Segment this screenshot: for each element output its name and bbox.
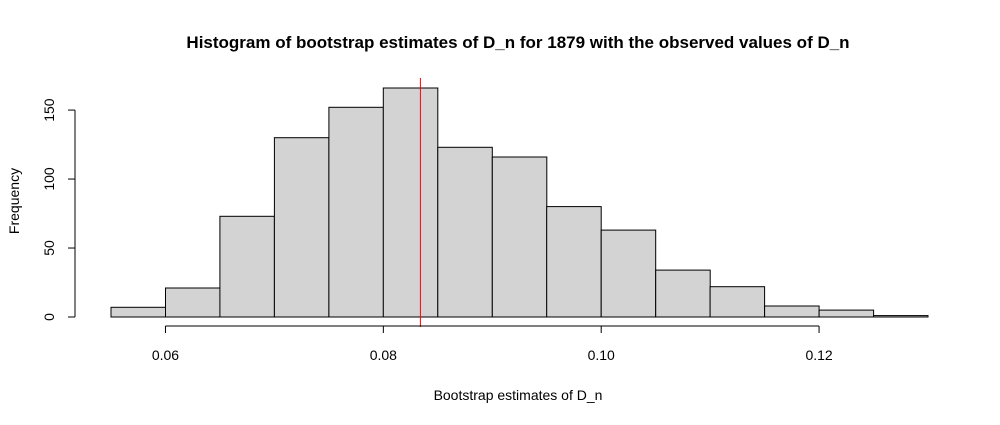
x-tick-label: 0.12 <box>805 347 832 363</box>
histogram-bar <box>546 206 602 318</box>
histogram-bar <box>219 215 275 318</box>
y-tick-label: 100 <box>41 167 57 191</box>
histogram-bar <box>110 306 166 318</box>
histogram-bar <box>328 106 384 318</box>
x-axis-label: Bootstrap estimates of D_n <box>434 387 603 403</box>
x-tick-label: 0.08 <box>370 347 397 363</box>
histogram-bar <box>655 269 711 318</box>
histogram-bar <box>165 287 221 318</box>
histogram-bars <box>110 87 929 318</box>
histogram-bar <box>600 229 657 318</box>
y-tick-label: 150 <box>41 98 57 122</box>
histogram-bar <box>382 87 439 318</box>
histogram-bar <box>491 156 548 318</box>
histogram-bar <box>437 146 493 318</box>
y-tick-label: 50 <box>41 240 57 256</box>
histogram-bar <box>273 137 330 318</box>
y-axis-label: Frequency <box>6 168 22 234</box>
histogram-bar <box>818 309 875 318</box>
y-tick-label: 0 <box>41 313 57 321</box>
x-tick-label: 0.06 <box>152 347 179 363</box>
histogram-bar <box>709 286 766 318</box>
chart-title: Histogram of bootstrap estimates of D_n … <box>186 33 849 52</box>
x-axis: 0.06 0.08 0.10 0.12 <box>152 325 833 363</box>
histogram-bar <box>873 315 929 318</box>
x-tick-label: 0.10 <box>588 347 615 363</box>
y-axis: 0 50 100 150 <box>41 98 76 321</box>
histogram-bar <box>764 305 820 318</box>
